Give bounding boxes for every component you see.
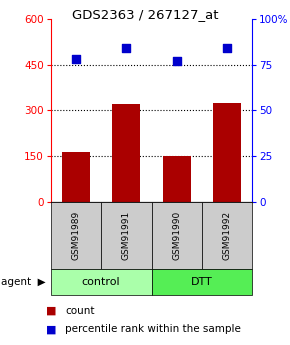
Point xyxy=(124,46,129,51)
Text: agent  ▶: agent ▶ xyxy=(1,277,46,287)
Text: GDS2363 / 267127_at: GDS2363 / 267127_at xyxy=(72,8,218,21)
Text: GSM91990: GSM91990 xyxy=(172,211,181,260)
Bar xyxy=(113,104,140,202)
Text: DTT: DTT xyxy=(191,277,213,287)
Bar xyxy=(62,151,90,202)
Text: percentile rank within the sample: percentile rank within the sample xyxy=(65,325,241,334)
Text: GSM91992: GSM91992 xyxy=(223,211,232,260)
Text: GSM91989: GSM91989 xyxy=(71,211,80,260)
Text: ■: ■ xyxy=(46,306,57,315)
Text: ■: ■ xyxy=(46,325,57,334)
Point xyxy=(174,58,179,64)
Point xyxy=(225,46,229,51)
Point xyxy=(74,57,78,62)
Bar xyxy=(163,156,191,202)
Bar xyxy=(213,103,241,202)
Text: control: control xyxy=(82,277,120,287)
Text: GSM91991: GSM91991 xyxy=(122,211,131,260)
Text: count: count xyxy=(65,306,95,315)
